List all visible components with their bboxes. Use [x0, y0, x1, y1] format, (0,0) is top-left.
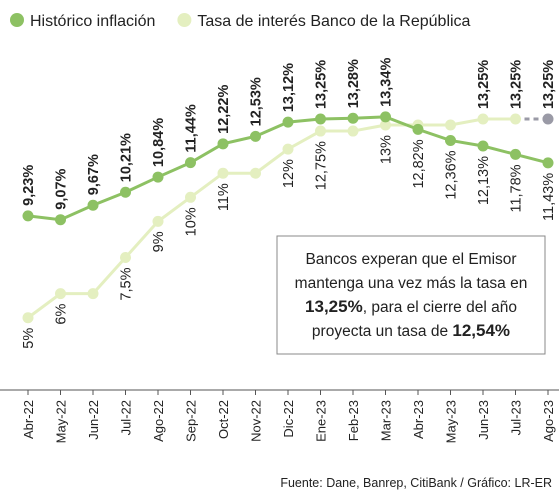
x-tick-label: Ene-23	[314, 400, 329, 442]
annotation-run: Bancos experan que el Emisor	[305, 251, 516, 268]
point	[282, 143, 294, 155]
value-label: 9,07%	[54, 168, 70, 209]
annotation-box	[276, 235, 546, 355]
value-label: 13,25%	[476, 60, 492, 109]
legend-label: Histórico inflación	[30, 13, 155, 30]
point	[542, 157, 554, 169]
x-tick-label: May-22	[54, 400, 69, 443]
value-label: 12,22%	[216, 85, 232, 134]
x-tick-label: Sep-22	[184, 400, 199, 442]
point	[185, 157, 196, 169]
point	[510, 148, 521, 160]
point	[412, 123, 424, 135]
x-tick-label: Abr-23	[411, 400, 426, 439]
x-tick-label: Jul-22	[119, 400, 134, 435]
point	[380, 119, 391, 131]
annotation-run: 12,54%	[452, 321, 510, 340]
x-tick-label: Nov-22	[249, 400, 264, 442]
point	[445, 119, 456, 131]
point	[477, 113, 489, 125]
value-label: 13,28%	[346, 59, 362, 108]
point	[347, 112, 359, 124]
annotation-run: proyecta un tasa de	[312, 323, 452, 340]
point	[87, 199, 99, 211]
point	[477, 140, 489, 152]
value-label: 12,53%	[249, 77, 265, 126]
point	[217, 138, 229, 150]
point	[152, 215, 164, 227]
point	[510, 113, 521, 125]
point	[347, 125, 359, 137]
x-tick-label: Ago-22	[151, 400, 166, 442]
x-tick-label: May-23	[444, 400, 459, 443]
annotation-run: , para el cierre del año	[363, 299, 517, 316]
x-tick-label: Jun-22	[86, 400, 101, 440]
x-tick-label: Feb-23	[346, 400, 361, 441]
value-label: 6%	[54, 304, 70, 325]
value-label: 11,43%	[541, 173, 557, 221]
point	[185, 191, 196, 203]
x-tick-label: Oct-22	[216, 400, 231, 439]
value-label: 9,67%	[86, 154, 102, 195]
x-tick-label: Mar-23	[379, 400, 394, 441]
point	[22, 312, 34, 324]
annotation-line: 13,25%, para el cierre del año	[305, 297, 517, 316]
legend-swatch	[177, 13, 192, 27]
x-tick-label: Ago-23	[541, 400, 556, 442]
line	[27, 117, 516, 319]
value-label: 11,44%	[184, 104, 200, 152]
x-tick-label: Abr-22	[21, 400, 36, 439]
legend-swatch	[10, 13, 24, 27]
point	[217, 167, 229, 179]
x-tick-label: Jun-23	[476, 400, 491, 440]
point	[315, 113, 326, 125]
point	[445, 134, 456, 146]
value-label: 13,25%	[509, 60, 525, 109]
source: Fuente: Dane, Banrep, CitiBank / Gráfico…	[280, 476, 552, 490]
point	[152, 171, 164, 183]
legend-label: Tasa de interés Banco de la República	[197, 13, 470, 30]
value-label: 13%	[379, 135, 395, 164]
annotation-run: 13,25%	[305, 297, 363, 316]
value-label: 11%	[216, 183, 232, 211]
point	[542, 113, 554, 125]
point	[120, 252, 131, 264]
value-label: 13,25%	[541, 60, 557, 109]
point	[120, 186, 131, 198]
point	[22, 210, 34, 222]
value-label: 7,5%	[119, 267, 135, 300]
value-label: 10,21%	[119, 133, 135, 182]
point	[282, 116, 294, 128]
value-label: 13,34%	[379, 58, 395, 107]
value-label: 12%	[281, 159, 297, 188]
value-label: 12,75%	[314, 141, 330, 190]
point	[55, 214, 66, 226]
point	[315, 125, 326, 137]
x-tick-label: Jul-23	[509, 400, 524, 435]
value-label: 10,84%	[151, 118, 167, 167]
point	[380, 111, 391, 123]
annotation-line: Bancos experan que el Emisor	[305, 251, 516, 268]
value-label: 13,12%	[281, 63, 297, 112]
value-label: 12,82%	[411, 139, 427, 188]
value-label: 13,25%	[314, 60, 330, 109]
x-tick-label: Dic-22	[281, 400, 296, 438]
point	[250, 167, 261, 179]
value-label: 12,13%	[476, 156, 492, 205]
point	[55, 288, 66, 300]
annotation-line: mantenga una vez más la tasa en	[295, 275, 528, 292]
value-label: 9%	[151, 231, 167, 252]
annotation-run: mantenga una vez más la tasa en	[295, 275, 528, 292]
value-label: 10%	[184, 207, 200, 236]
value-label: 9,23%	[21, 165, 37, 206]
point	[87, 288, 99, 300]
value-label: 12,36%	[444, 150, 460, 199]
value-label: 5%	[21, 328, 37, 349]
value-label: 11,78%	[509, 164, 525, 212]
annotation-line: proyecta un tasa de 12,54%	[312, 321, 510, 340]
point	[250, 130, 261, 142]
